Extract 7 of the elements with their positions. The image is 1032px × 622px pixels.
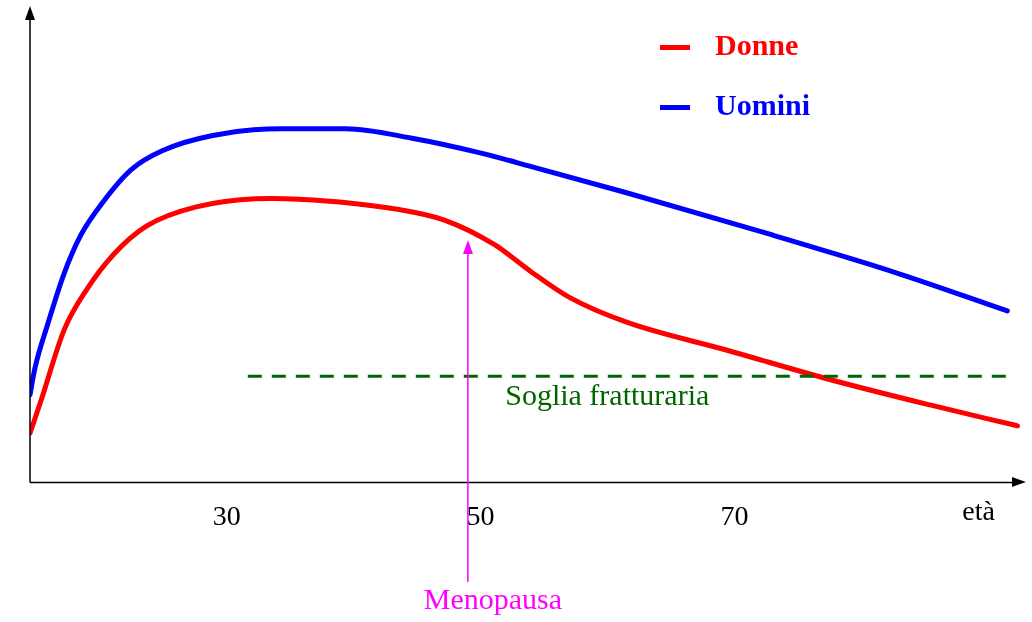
x-tick-label: 70 bbox=[720, 499, 749, 531]
x-tick-label: 30 bbox=[212, 499, 241, 531]
x-axis-title: età bbox=[962, 494, 996, 526]
legend-label: Uomini bbox=[715, 87, 811, 121]
ref-line-label: Menopausa bbox=[423, 581, 563, 615]
ref-line-label: Soglia fratturaria bbox=[505, 378, 710, 412]
legend-label: Donne bbox=[715, 27, 799, 61]
